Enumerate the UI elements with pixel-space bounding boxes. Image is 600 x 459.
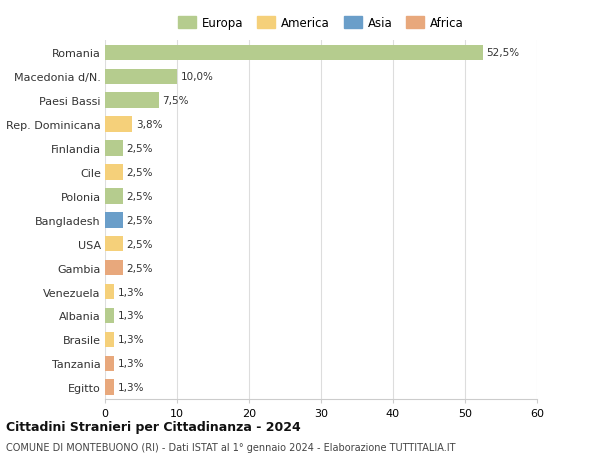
- Bar: [105, 356, 115, 371]
- Text: 2,5%: 2,5%: [127, 191, 153, 202]
- Text: 3,8%: 3,8%: [136, 120, 163, 130]
- Bar: [105, 284, 115, 300]
- Bar: [105, 93, 159, 109]
- Bar: [105, 380, 115, 395]
- Bar: [105, 260, 123, 276]
- Bar: [105, 213, 123, 228]
- Text: 2,5%: 2,5%: [127, 215, 153, 225]
- Text: 2,5%: 2,5%: [127, 263, 153, 273]
- Text: 7,5%: 7,5%: [163, 96, 189, 106]
- Text: COMUNE DI MONTEBUONO (RI) - Dati ISTAT al 1° gennaio 2024 - Elaborazione TUTTITA: COMUNE DI MONTEBUONO (RI) - Dati ISTAT a…: [6, 442, 455, 452]
- Bar: [105, 332, 115, 347]
- Text: 2,5%: 2,5%: [127, 239, 153, 249]
- Text: 1,3%: 1,3%: [118, 358, 145, 369]
- Text: 2,5%: 2,5%: [127, 168, 153, 178]
- Text: 1,3%: 1,3%: [118, 287, 145, 297]
- Text: 1,3%: 1,3%: [118, 311, 145, 321]
- Bar: [105, 117, 133, 133]
- Legend: Europa, America, Asia, Africa: Europa, America, Asia, Africa: [176, 14, 466, 32]
- Bar: [105, 165, 123, 180]
- Text: Cittadini Stranieri per Cittadinanza - 2024: Cittadini Stranieri per Cittadinanza - 2…: [6, 420, 301, 433]
- Text: 1,3%: 1,3%: [118, 382, 145, 392]
- Bar: [105, 236, 123, 252]
- Text: 10,0%: 10,0%: [181, 72, 214, 82]
- Bar: [105, 141, 123, 157]
- Text: 52,5%: 52,5%: [487, 48, 520, 58]
- Text: 2,5%: 2,5%: [127, 144, 153, 154]
- Bar: [105, 308, 115, 324]
- Bar: [105, 189, 123, 204]
- Bar: [105, 69, 177, 85]
- Text: 1,3%: 1,3%: [118, 335, 145, 345]
- Bar: [105, 45, 483, 61]
